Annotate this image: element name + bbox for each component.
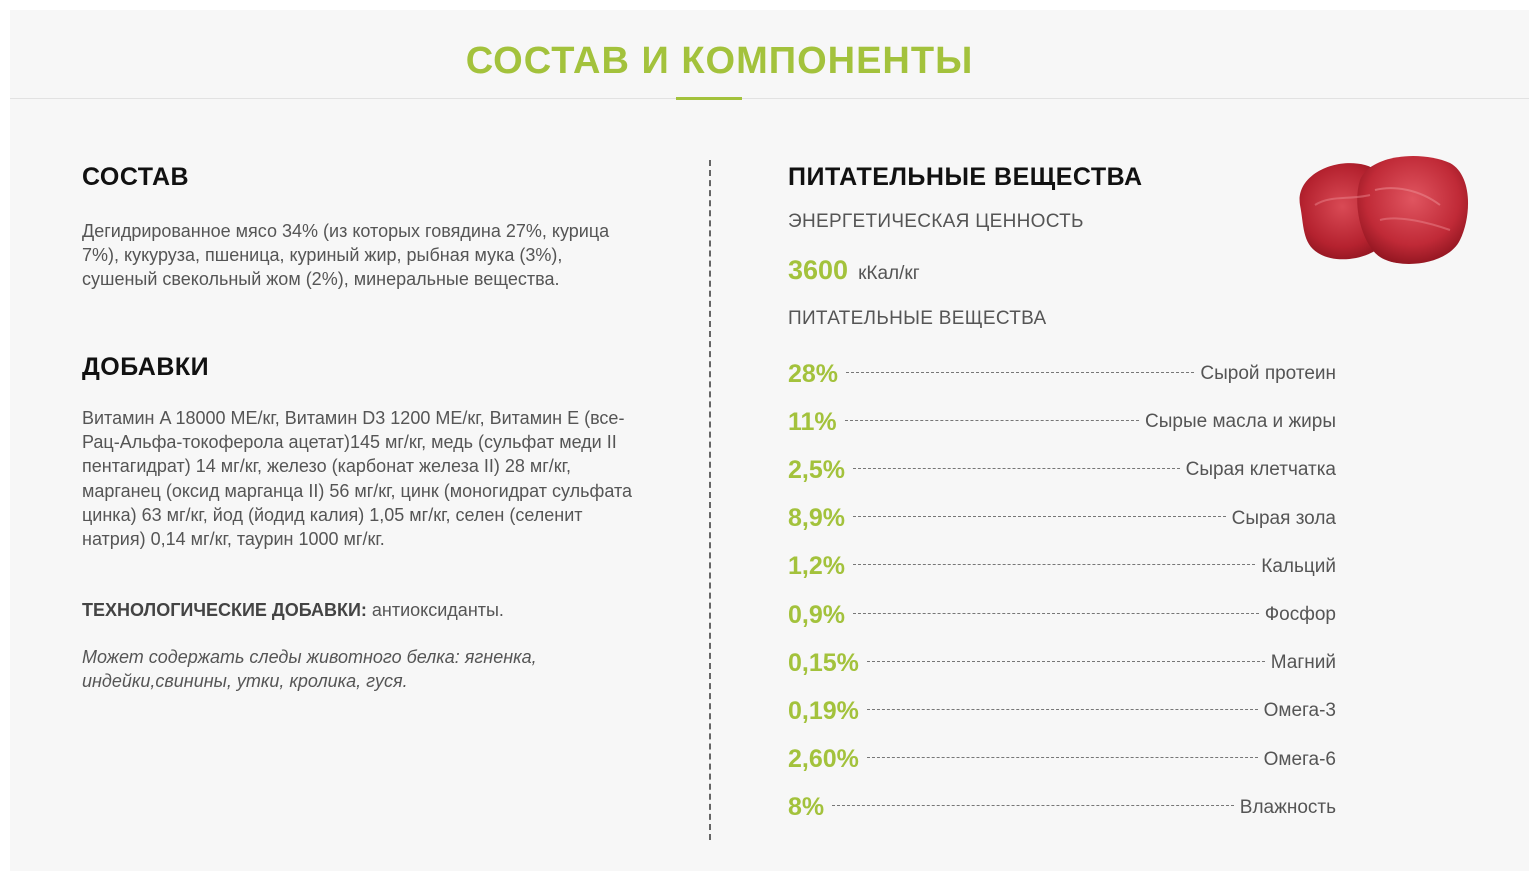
nutrient-name: Кальций — [1261, 555, 1336, 577]
header-divider — [10, 98, 1529, 99]
dotted-leader — [866, 660, 1265, 662]
tech-additives: ТЕХНОЛОГИЧЕСКИЕ ДОБАВКИ: антиоксиданты. — [82, 598, 504, 622]
nutrient-row: 8,9% Сырая зола — [788, 495, 1336, 543]
nutrient-row: 2,60% Омега-6 — [788, 736, 1336, 784]
dotted-leader — [846, 371, 1195, 373]
nutrient-value: 2,60% — [788, 745, 859, 774]
meat-image — [1299, 156, 1469, 264]
additives-title: ДОБАВКИ — [82, 353, 210, 381]
nutrient-name: Омега-3 — [1263, 700, 1336, 722]
nutrient-name: Фосфор — [1264, 604, 1336, 626]
nutrients-title: ПИТАТЕЛЬНЫЕ ВЕЩЕСТВА — [788, 163, 1143, 191]
nutrient-value: 0,15% — [788, 648, 859, 677]
page-title: СОСТАВ И КОМПОНЕНТЫ — [465, 40, 974, 82]
composition-title: СОСТАВ — [82, 163, 190, 191]
nutrient-row: 28% Сырой протеин — [788, 350, 1336, 398]
dotted-leader — [852, 516, 1226, 518]
nutrient-name: Сырой протеин — [1200, 363, 1336, 385]
nutrient-row: 0,15% Магний — [788, 639, 1336, 687]
nutrient-value: 1,2% — [788, 552, 845, 581]
nutrient-value: 8% — [788, 793, 825, 822]
nutrient-row: 0,9% Фосфор — [788, 591, 1336, 639]
energy-value: 3600 — [788, 255, 849, 285]
tech-additives-value: антиоксиданты. — [366, 600, 504, 620]
dotted-leader — [852, 467, 1180, 469]
nutrient-list: 28% Сырой протеин 11% Сырые масла и жиры 2,5… — [788, 350, 1336, 832]
nutrient-name: Сырая клетчатка — [1185, 459, 1336, 481]
nutrients-list-label: ПИТАТЕЛЬНЫЕ ВЕЩЕСТВА — [788, 308, 1047, 329]
dotted-leader — [832, 805, 1234, 807]
nutrient-value: 2,5% — [788, 455, 845, 484]
dotted-leader — [852, 612, 1259, 614]
dotted-leader — [844, 419, 1140, 421]
dotted-leader — [866, 757, 1258, 759]
nutrient-value: 8,9% — [788, 504, 845, 533]
nutrient-row: 1,2% Кальций — [788, 543, 1336, 591]
nutrient-row: 2,5% Сырая клетчатка — [788, 446, 1336, 494]
additives-text: Витамин A 18000 МЕ/кг, Витамин D3 1200 М… — [82, 408, 632, 550]
dotted-leader — [866, 708, 1258, 710]
dotted-leader — [852, 564, 1256, 566]
nutrient-name: Магний — [1270, 652, 1336, 674]
nutrient-name: Сырая зола — [1231, 507, 1336, 529]
nutrient-value: 0,9% — [788, 600, 845, 629]
energy-value-row: 3600 кКал/кг — [788, 255, 920, 286]
nutrient-row: 0,19% Омега-3 — [788, 687, 1336, 735]
nutrient-value: 11% — [788, 407, 837, 436]
nutrient-value: 28% — [788, 359, 839, 388]
nutrient-value: 0,19% — [788, 696, 859, 725]
energy-label: ЭНЕРГЕТИЧЕСКАЯ ЦЕННОСТЬ — [788, 211, 1084, 232]
nutrient-name: Омега-6 — [1263, 748, 1336, 770]
title-underline — [676, 97, 742, 100]
nutrient-row: 11% Сырые масла и жиры — [788, 398, 1336, 446]
energy-unit: кКал/кг — [858, 263, 920, 284]
composition-panel: СОСТАВ И КОМПОНЕНТЫ СОСТАВ Дегидрированн… — [10, 10, 1529, 871]
tech-additives-label: ТЕХНОЛОГИЧЕСКИЕ ДОБАВКИ: — [82, 600, 367, 620]
nutrient-name: Сырые масла и жиры — [1145, 411, 1336, 433]
nutrient-row: 8% Влажность — [788, 784, 1336, 832]
allergen-note: Может содержать следы животного белка: я… — [82, 647, 537, 692]
nutrient-name: Влажность — [1239, 796, 1336, 818]
column-divider — [709, 160, 711, 840]
composition-text: Дегидрированное мясо 34% (из которых гов… — [82, 221, 610, 290]
